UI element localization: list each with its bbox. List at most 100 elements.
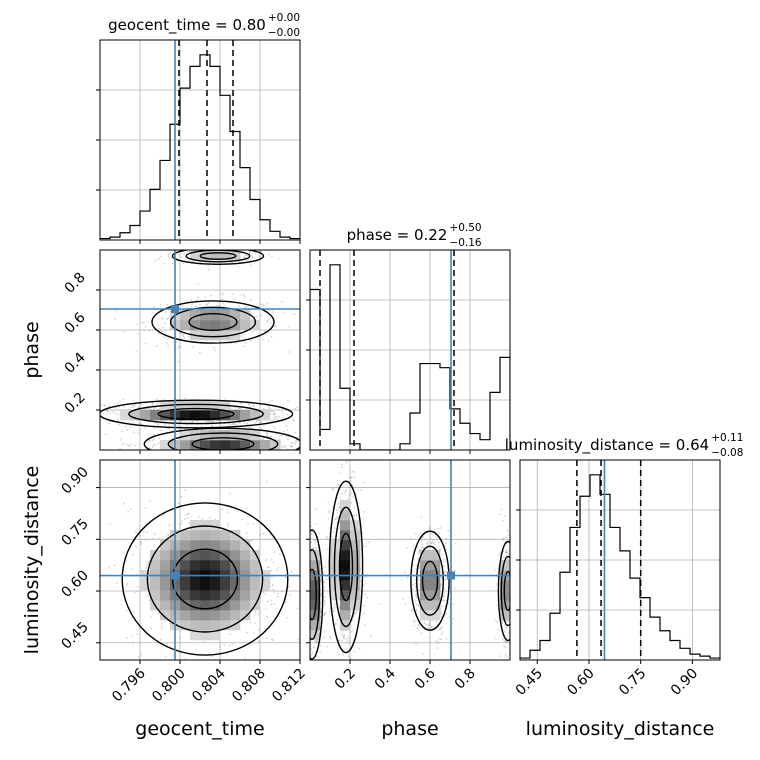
sample-point — [282, 311, 285, 314]
sample-point — [161, 622, 163, 625]
sample-point — [313, 539, 316, 542]
sample-point — [224, 397, 227, 400]
sample-point — [270, 599, 273, 602]
sample-point — [276, 418, 279, 421]
sample-point — [323, 566, 326, 569]
sample-point — [130, 568, 133, 571]
sample-point — [268, 317, 271, 320]
sample-point — [201, 425, 203, 427]
sample-point — [254, 316, 256, 318]
sample-point — [422, 546, 425, 549]
sample-point — [341, 639, 343, 642]
sample-point — [274, 417, 277, 420]
density-cell — [180, 310, 191, 321]
density-cell — [420, 600, 431, 611]
sample-point — [144, 427, 147, 429]
sample-point — [270, 410, 273, 412]
sample-point — [270, 603, 273, 606]
sample-point — [253, 404, 255, 407]
sample-point — [135, 350, 138, 353]
density-cell — [230, 620, 241, 631]
sample-point — [256, 315, 258, 318]
sample-point — [418, 566, 421, 569]
title-geocent_time: geocent_time = 0.80 — [108, 16, 266, 35]
sample-point — [238, 407, 241, 410]
sample-point — [246, 423, 249, 425]
sample-point — [362, 517, 364, 520]
sample-point — [121, 430, 124, 433]
density-cell — [240, 320, 251, 331]
sample-point — [294, 442, 296, 445]
sample-point — [249, 264, 252, 267]
sample-point — [198, 515, 201, 518]
sample-point — [502, 556, 505, 558]
sample-point — [209, 420, 212, 423]
sample-point — [261, 303, 264, 306]
sample-point — [348, 493, 351, 496]
sample-point — [248, 408, 251, 411]
contour-line — [310, 549, 321, 640]
density-panel-luminosity_distance_vs_geocent_time — [96, 459, 301, 664]
contour-line — [503, 570, 510, 612]
sample-point — [356, 489, 359, 491]
sample-point — [310, 648, 313, 651]
sample-point — [428, 528, 430, 530]
sample-point — [338, 653, 341, 656]
density-cell — [210, 550, 221, 561]
sample-point — [167, 533, 170, 536]
sample-point — [506, 637, 508, 640]
sample-point — [164, 311, 167, 314]
density-cell — [500, 610, 510, 621]
sample-point — [440, 624, 443, 627]
histogram-steps — [100, 54, 300, 240]
sample-point — [441, 576, 443, 579]
contour-line — [188, 313, 238, 332]
sample-point — [430, 626, 433, 629]
density-cell — [180, 560, 191, 571]
sample-point — [288, 410, 290, 413]
sample-point — [286, 413, 289, 416]
sample-point — [264, 593, 267, 595]
sample-point — [453, 569, 456, 572]
sample-point — [169, 252, 172, 254]
sample-point — [431, 626, 433, 629]
sample-point — [506, 620, 509, 622]
sample-point — [127, 444, 130, 447]
density-cell — [200, 250, 211, 261]
density-cell — [340, 530, 351, 541]
contour-line — [310, 529, 324, 660]
sample-point — [439, 582, 442, 585]
sample-point — [253, 522, 255, 525]
sample-point — [238, 421, 240, 424]
sample-point — [288, 351, 290, 353]
sample-point — [266, 431, 269, 434]
sample-point — [265, 607, 267, 610]
sample-point — [351, 470, 353, 473]
sample-point — [273, 551, 275, 554]
density-cell — [130, 410, 141, 421]
sample-point — [205, 304, 208, 306]
sample-point — [233, 298, 235, 301]
sample-point — [195, 299, 198, 301]
sample-point — [439, 627, 442, 630]
sample-point — [239, 422, 242, 424]
sample-point — [315, 508, 318, 511]
sample-point — [495, 583, 498, 586]
sample-point — [270, 558, 273, 561]
sample-point — [163, 322, 166, 325]
sample-point — [353, 514, 355, 517]
sample-point — [338, 639, 340, 642]
sample-point — [181, 304, 184, 307]
sample-point — [415, 594, 417, 597]
sample-point — [416, 627, 419, 629]
sample-point — [132, 431, 135, 434]
density-cell — [200, 600, 211, 611]
sample-point — [152, 537, 154, 540]
sample-point — [210, 655, 213, 658]
sample-point — [231, 423, 234, 425]
density-cell — [160, 540, 171, 551]
sample-point — [337, 515, 339, 518]
sample-point — [172, 654, 175, 657]
sample-point — [153, 306, 155, 309]
sample-point — [441, 626, 444, 629]
